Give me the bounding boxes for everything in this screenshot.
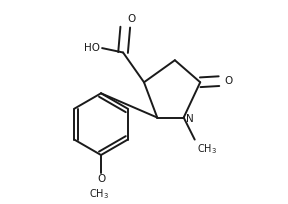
Text: O: O xyxy=(97,174,105,184)
Text: CH$_3$: CH$_3$ xyxy=(197,142,217,156)
Text: CH$_3$: CH$_3$ xyxy=(89,187,109,201)
Text: O: O xyxy=(224,76,233,86)
Text: O: O xyxy=(128,14,136,24)
Text: HO: HO xyxy=(84,43,100,53)
Text: N: N xyxy=(186,114,194,124)
